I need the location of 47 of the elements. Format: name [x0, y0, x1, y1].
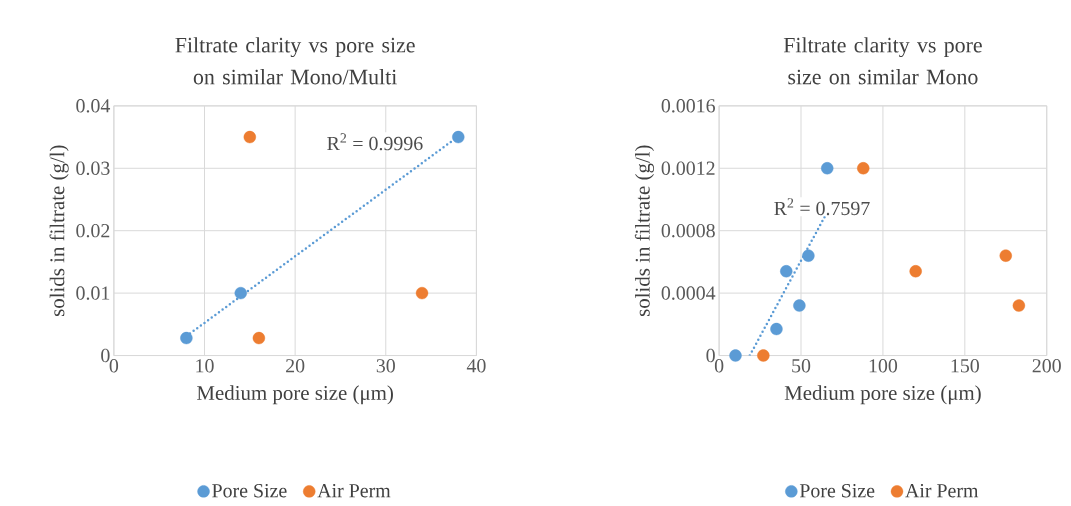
x-tick-label: 40: [466, 358, 486, 373]
y-tick-label: 0.0004: [661, 286, 716, 300]
point: [780, 264, 793, 278]
x-tick-label: 10: [196, 358, 214, 373]
y-tick-label: 0.0008: [661, 223, 715, 238]
point: [180, 331, 193, 345]
y-tick-label: 0.04: [76, 98, 111, 113]
annotation: R$^{2}$ = 0.7597: [774, 198, 870, 216]
y-tick-label: 0: [101, 348, 110, 363]
point: [857, 161, 870, 175]
y-tick-label: 0: [706, 348, 715, 363]
x-axis-title: Medium pore size (μm): [197, 385, 393, 405]
point: [909, 264, 922, 278]
y-tick-label: 0.0012: [661, 161, 715, 175]
point: [252, 331, 266, 345]
x-axis-title: Medium pore size (μm): [784, 385, 981, 405]
point: [821, 161, 834, 175]
point: [1012, 299, 1026, 312]
y-axis-title: solids in filtrate (g/l): [49, 145, 69, 316]
y-axis-title: solids in filtrate (g/l): [634, 145, 655, 316]
legend-label: Pore Size: [799, 483, 875, 498]
chart-title: Filtrate clarity vs pore size on similar Mono: [783, 36, 982, 85]
x-tick-label: 200: [1032, 358, 1061, 373]
point: [729, 349, 742, 362]
y-tick-label: 0.01: [76, 286, 110, 300]
x-tick-label: 150: [951, 358, 979, 373]
legend-label: Air Perm: [317, 483, 391, 498]
point: [243, 130, 257, 144]
point: [452, 130, 465, 144]
point: [757, 349, 770, 362]
point: [999, 249, 1012, 262]
y-tick-label: 0.02: [76, 223, 110, 238]
annotation: R$^{2}$ = 0.9996: [327, 133, 423, 151]
y-tick-label: 0.03: [76, 161, 110, 175]
point: [802, 249, 815, 262]
x-tick-label: 30: [376, 358, 395, 373]
x-tick-label: 50: [792, 358, 811, 373]
point: [793, 299, 806, 312]
x-tick-label: 100: [869, 358, 898, 373]
point: [234, 286, 247, 300]
x-tick-label: 20: [286, 358, 305, 373]
legend-label: Air Perm: [905, 483, 979, 498]
chart-title: Filtrate clarity vs pore size on similar Mono/Multi: [175, 36, 415, 85]
point: [770, 322, 783, 336]
point: [415, 286, 429, 300]
y-tick-label: 0.0016: [661, 98, 716, 113]
legend-label: Pore Size: [212, 483, 287, 498]
